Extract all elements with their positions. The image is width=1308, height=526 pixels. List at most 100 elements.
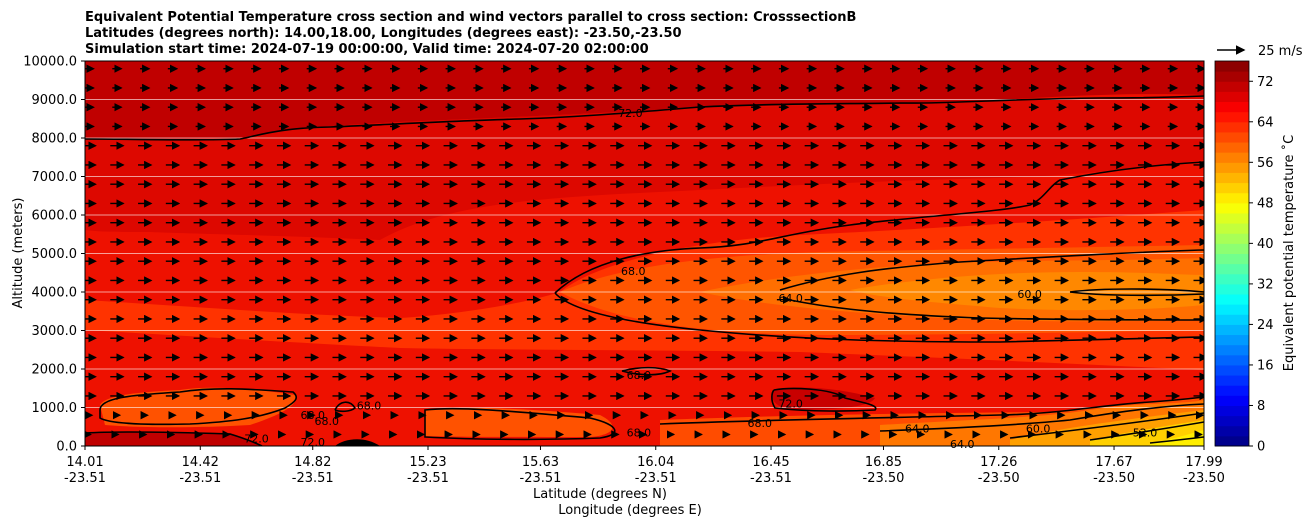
x-tick-lon: -23.51	[520, 471, 562, 486]
colorbar-tick-label: 24	[1257, 318, 1274, 333]
contour-label-text: 64.0	[905, 423, 930, 436]
colorbar-tick-label: 40	[1257, 237, 1274, 252]
contour-label: 68.0	[627, 427, 652, 440]
colorbar-segment	[1215, 395, 1249, 406]
contour-72-upper	[85, 95, 1204, 141]
contour-label: 68.0	[315, 415, 340, 428]
contour-label: 60.0	[1017, 288, 1042, 301]
y-tick-label: 9000.0	[32, 93, 78, 108]
contour-label: 68.0	[748, 417, 773, 430]
contour-label: 64.0	[905, 423, 930, 436]
colorbar-segment	[1215, 253, 1249, 265]
y-tick-label: 1000.0	[32, 401, 78, 416]
x-tick-lat: 17.26	[980, 455, 1017, 470]
colorbar: 0 8 16 24 32 40 48 56 64 72	[1214, 60, 1274, 455]
fill-bottom-left	[85, 432, 260, 446]
colorbar-tick-label: 64	[1257, 115, 1274, 130]
wind-vectors	[85, 64, 1204, 439]
colorbar-tick-label: 72	[1257, 75, 1274, 90]
contour-label: 68.0	[357, 400, 382, 413]
colorbar-segment	[1215, 91, 1249, 103]
contour-label-text: 64.0	[778, 292, 803, 305]
contour-label-text: 68.0	[748, 417, 773, 430]
x-tick-lat: 15.23	[409, 455, 446, 470]
colorbar-tick-label: 8	[1257, 399, 1265, 414]
x-tick-lon: -23.50	[1183, 471, 1225, 486]
y-tick-label: 5000.0	[32, 247, 78, 262]
colorbar-segment	[1215, 273, 1249, 285]
colorbar-label: Equivalent potential temperature ˚C	[1281, 135, 1297, 371]
contour-label-text: 60.0	[1017, 288, 1042, 301]
fill-core-3	[850, 272, 1204, 311]
colorbar-segment	[1215, 263, 1249, 275]
contour-60-core	[1069, 288, 1204, 297]
colorbar-segment	[1215, 243, 1249, 254]
colorbar-segment	[1215, 71, 1249, 82]
wind-legend: 25 m/s	[1217, 44, 1303, 59]
contour-label: 68.0	[627, 369, 652, 382]
fill-top-band	[85, 61, 1204, 140]
y-tick-label: 8000.0	[32, 132, 78, 147]
x-axis: 14.01-23.5114.42-23.5114.82-23.5115.23-2…	[64, 446, 1225, 486]
colorbar-segment	[1215, 192, 1249, 204]
colorbar-segment	[1215, 202, 1249, 214]
x-tick-lon: -23.51	[179, 471, 221, 486]
colorbar-segment	[1215, 121, 1249, 133]
colorbar-segment	[1215, 162, 1249, 173]
x-tick-lon: -23.51	[292, 471, 334, 486]
colorbar-segment	[1215, 314, 1249, 325]
contour-label: 72.0	[778, 398, 803, 411]
colorbar-frame	[1214, 60, 1250, 447]
x-tick-lon: -23.51	[750, 471, 792, 486]
contour-68-small	[621, 366, 672, 376]
colorbar-tick-label: 16	[1257, 358, 1274, 373]
x-tick-lat: 16.04	[637, 455, 674, 470]
colorbar-segment	[1215, 364, 1249, 376]
contour-label-text: 68.0	[627, 427, 652, 440]
contour-label-text: 72.0	[618, 107, 643, 120]
contour-label-text: 68.0	[315, 415, 340, 428]
contour-64-bottom-right	[879, 403, 1204, 432]
colorbar-tick-label: 0	[1257, 440, 1265, 455]
y-tick-label: 4000.0	[32, 286, 78, 301]
y-axis-label: Altitude (meters)	[11, 198, 26, 309]
colorbar-segment	[1215, 334, 1249, 346]
y-axis: 0.0 1000.0 2000.0 3000.0 4000.0 5000.0 6000.0 7…	[23, 55, 85, 455]
y-tick-label: 2000.0	[32, 363, 78, 378]
x-tick-lat: 14.42	[182, 455, 219, 470]
colorbar-tick-label: 48	[1257, 196, 1274, 211]
x-tick-lon: -23.51	[64, 471, 106, 486]
x-tick-lat: 17.99	[1185, 455, 1222, 470]
y-tick-label: 0.0	[56, 440, 77, 455]
x-tick-lon: -23.51	[635, 471, 677, 486]
colorbar-segment	[1215, 304, 1249, 315]
colorbar-segment	[1215, 385, 1249, 396]
fill-blob-dark	[772, 387, 875, 410]
colorbar-segment	[1215, 283, 1249, 295]
x-axis-label-lat: Latitude (degrees N)	[533, 487, 667, 502]
colorbar-segment	[1215, 81, 1249, 92]
colorbar-segment	[1215, 142, 1249, 153]
contour-label-text: 52.0	[1133, 427, 1158, 440]
contour-68-upper	[554, 161, 1204, 294]
contour-68-bottom-right	[659, 396, 1204, 425]
colorbar-segment	[1215, 223, 1249, 234]
colorbar-segment	[1215, 354, 1249, 366]
x-tick-lat: 16.45	[752, 455, 789, 470]
x-axis-label-lon: Longitude (degrees E)	[558, 503, 702, 518]
x-tick-lat: 14.82	[294, 455, 331, 470]
colorbar-segment	[1215, 344, 1249, 356]
contour-label-text: 68.0	[357, 400, 382, 413]
colorbar-tick-label: 56	[1257, 156, 1274, 171]
x-tick-lon: -23.50	[978, 471, 1020, 486]
contour-label: 72.0	[618, 107, 643, 120]
colorbar-segment	[1215, 405, 1249, 417]
contour-72-low-right	[771, 387, 877, 412]
x-tick-lat: 15.63	[522, 455, 559, 470]
colorbar-segment	[1215, 294, 1249, 305]
colorbar-segment	[1215, 61, 1249, 72]
chart-title-line-3: Simulation start time: 2024-07-19 00:00:…	[85, 42, 649, 57]
y-tick-label: 7000.0	[32, 170, 78, 185]
contour-label: 64.0	[950, 438, 975, 451]
